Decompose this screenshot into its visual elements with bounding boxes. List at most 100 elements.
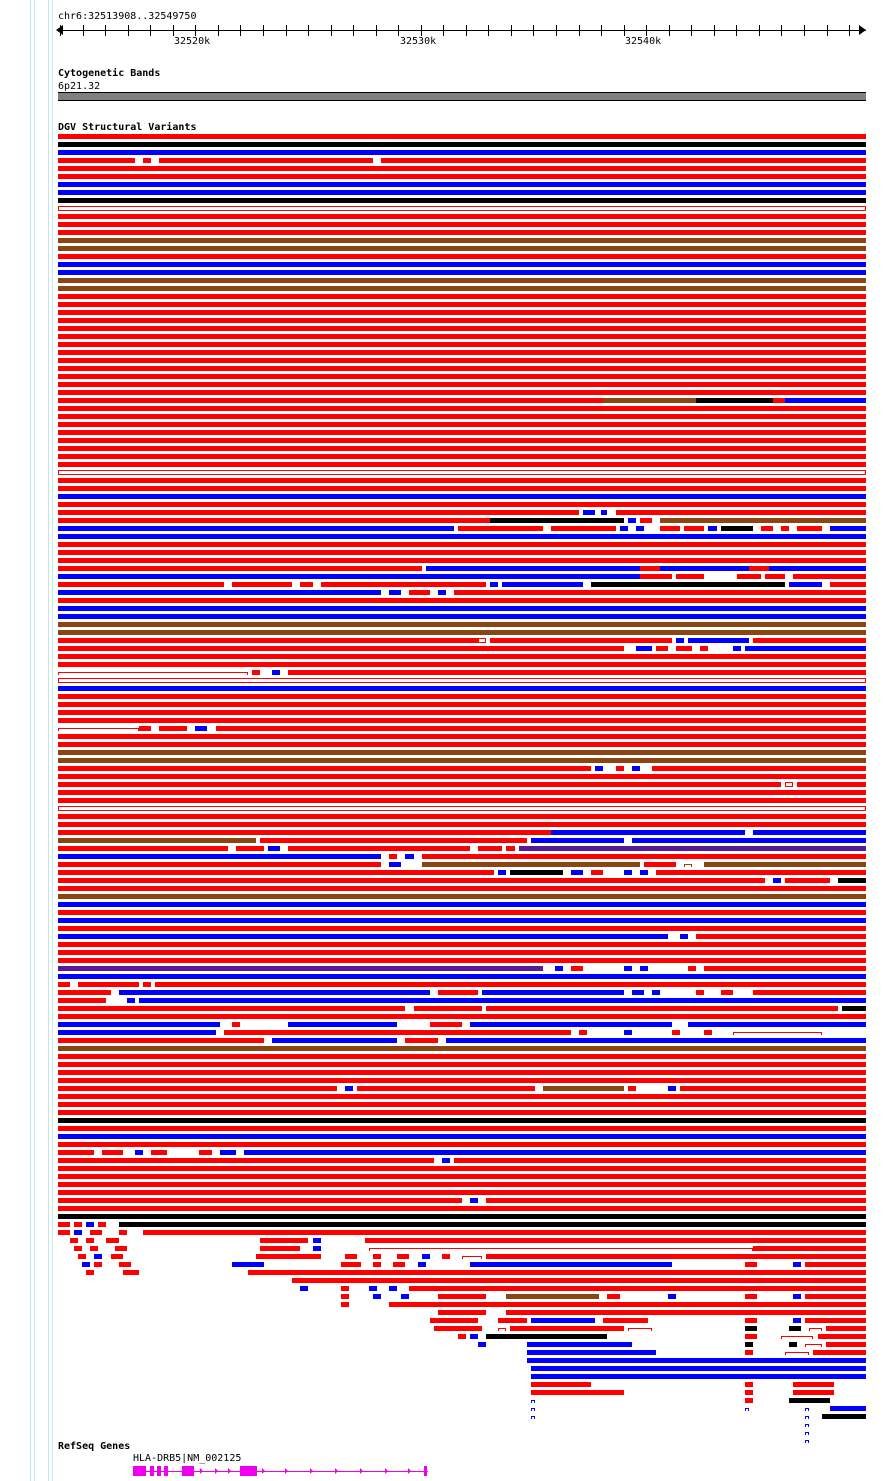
sv-segment[interactable] [583,510,596,515]
sv-segment[interactable] [744,1398,753,1403]
sv-row[interactable] [0,1150,890,1155]
sv-row[interactable] [0,142,890,147]
sv-row[interactable] [0,742,890,747]
sv-segment[interactable] [736,574,761,579]
sv-segment[interactable] [58,902,866,907]
sv-segment[interactable] [441,1254,450,1259]
sv-segment[interactable] [300,582,313,587]
sv-row[interactable] [0,1286,890,1291]
sv-segment[interactable] [251,670,260,675]
sv-row[interactable] [0,534,890,539]
sv-segment[interactable] [58,342,866,347]
sv-segment[interactable] [58,566,422,571]
sv-row[interactable] [0,406,890,411]
sv-row[interactable] [0,590,890,595]
sv-segment[interactable] [518,846,866,851]
sv-segment[interactable] [58,334,866,339]
sv-segment[interactable] [393,1262,406,1267]
sv-row[interactable] [0,702,890,707]
sv-row[interactable] [0,1398,890,1403]
sv-segment[interactable] [58,1158,434,1163]
sv-segment[interactable] [118,1262,131,1267]
sv-segment[interactable] [58,974,866,979]
sv-segment[interactable] [58,358,866,363]
sv-segment[interactable] [744,1326,757,1331]
sv-segment[interactable] [696,934,866,939]
sv-segment[interactable] [600,510,608,515]
sv-segment[interactable] [58,678,866,683]
sv-row[interactable] [0,510,890,515]
sv-segment[interactable] [58,790,866,795]
sv-segment[interactable] [498,1318,527,1323]
sv-segment[interactable] [490,518,624,523]
sv-segment[interactable] [429,1022,462,1027]
sv-row[interactable] [0,902,890,907]
sv-segment[interactable] [595,766,604,771]
sv-segment[interactable] [58,326,866,331]
sv-row[interactable] [0,566,890,571]
sv-segment[interactable] [441,1158,450,1163]
sv-segment[interactable] [437,990,479,995]
sv-segment[interactable] [58,606,866,611]
sv-segment[interactable] [510,1326,624,1331]
sv-segment[interactable] [680,1086,866,1091]
sv-row[interactable] [0,1190,890,1195]
sv-segment[interactable] [268,846,281,851]
sv-segment[interactable] [457,526,543,531]
sv-segment[interactable] [58,206,866,211]
sv-row[interactable] [0,718,890,723]
sv-segment[interactable] [235,846,265,851]
sv-row[interactable] [0,1046,890,1051]
sv-segment[interactable] [773,878,782,883]
sv-row[interactable] [0,454,890,459]
sv-segment[interactable] [631,990,644,995]
sv-segment[interactable] [58,774,866,779]
sv-segment[interactable] [381,158,866,163]
sv-segment[interactable] [58,718,866,723]
sv-row[interactable] [0,326,890,331]
sv-segment[interactable] [744,1294,757,1299]
sv-segment[interactable] [58,478,866,483]
sv-segment[interactable] [643,862,677,867]
sv-row[interactable] [0,286,890,291]
sv-segment[interactable] [58,286,866,291]
sv-segment[interactable] [470,1334,479,1339]
sv-segment[interactable] [58,1046,866,1051]
sv-segment[interactable] [58,1022,220,1027]
sv-segment[interactable] [809,1328,822,1331]
sv-segment[interactable] [159,726,188,731]
sv-segment[interactable] [58,878,765,883]
sv-row[interactable] [0,1054,890,1059]
sv-segment[interactable] [58,134,866,139]
sv-row[interactable] [0,1174,890,1179]
sv-segment[interactable] [744,1390,753,1395]
sv-segment[interactable] [126,998,135,1003]
sv-segment[interactable] [744,1334,757,1339]
sv-segment[interactable] [58,630,866,635]
sv-row[interactable] [0,870,890,875]
sv-row[interactable] [0,1094,890,1099]
sv-segment[interactable] [90,1246,99,1251]
sv-row[interactable] [0,630,890,635]
sv-row[interactable] [0,182,890,187]
sv-segment[interactable] [219,1150,236,1155]
sv-segment[interactable] [58,278,866,283]
sv-row[interactable] [0,1070,890,1075]
sv-row[interactable] [0,774,890,779]
sv-row[interactable] [0,1206,890,1211]
sv-segment[interactable] [732,1032,822,1035]
sv-segment[interactable] [58,798,866,803]
sv-row[interactable] [0,1222,890,1227]
sv-row[interactable] [0,622,890,627]
sv-segment[interactable] [58,310,866,315]
sv-segment[interactable] [98,1222,107,1227]
sv-segment[interactable] [789,1398,830,1403]
sv-row[interactable] [0,918,890,923]
sv-segment[interactable] [635,646,652,651]
sv-row[interactable] [0,470,890,475]
sv-row[interactable] [0,342,890,347]
sv-row[interactable] [0,766,890,771]
sv-segment[interactable] [401,1294,410,1299]
sv-segment[interactable] [58,406,866,411]
